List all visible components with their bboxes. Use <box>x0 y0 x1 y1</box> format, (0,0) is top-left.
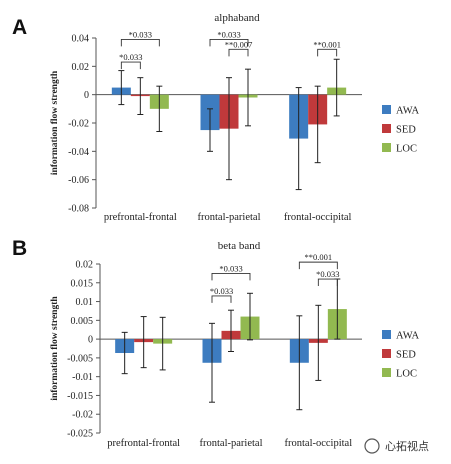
significance-label: *0.033 <box>316 269 339 279</box>
legend-swatch-sed <box>382 349 391 358</box>
significance-label: **0.007 <box>225 39 253 49</box>
y-axis-label: information flow strength <box>50 296 60 401</box>
y-tick-label: -0.015 <box>67 391 93 402</box>
significance-bracket <box>209 38 249 47</box>
legend-swatch-awa <box>382 330 391 339</box>
watermark-logo-icon <box>364 438 380 454</box>
significance-label: *0.033 <box>129 29 152 39</box>
significance-bracket <box>317 278 338 287</box>
y-tick-label: 0.01 <box>76 297 94 308</box>
legend-swatch-awa <box>382 105 391 114</box>
y-tick-label: -0.02 <box>72 410 93 421</box>
legend-label-sed: SED <box>396 125 416 136</box>
x-tick-label: prefrontal-frontal <box>104 212 177 223</box>
y-tick-label: 0.02 <box>76 260 94 271</box>
significance-label: *0.033 <box>210 286 233 296</box>
legend-swatch-sed <box>382 124 391 133</box>
y-tick-label: 0 <box>84 90 89 101</box>
significance-label: **0.001 <box>313 39 341 49</box>
legend-label-awa: AWA <box>396 331 419 342</box>
legend-label-awa: AWA <box>396 106 419 117</box>
x-tick-label: frontal-occipital <box>284 212 352 223</box>
panel-letter-b: B <box>12 237 27 260</box>
significance-label: *0.033 <box>219 263 242 273</box>
significance-bracket <box>120 38 160 47</box>
significance-label: *0.033 <box>119 52 142 62</box>
significance-bracket <box>317 48 338 57</box>
legend-swatch-loc <box>382 368 391 377</box>
y-tick-label: -0.06 <box>68 175 89 186</box>
y-tick-label: -0.08 <box>68 204 89 215</box>
significance-bracket <box>211 295 232 303</box>
significance-bracket <box>298 261 338 270</box>
x-tick-label: frontal-parietal <box>198 212 261 223</box>
panel-letter-a: A <box>12 16 27 39</box>
watermark-text: 心拓视点 <box>385 439 429 453</box>
legend-swatch-loc <box>382 143 391 152</box>
y-tick-label: -0.005 <box>67 353 93 364</box>
significance-label: *0.033 <box>217 29 240 39</box>
legend-label-sed: SED <box>396 350 416 361</box>
chart-title: beta band <box>218 240 261 252</box>
significance-bracket <box>120 61 141 70</box>
chart-panel-a: alphaband information flow strength 0.04 0.… <box>50 12 419 223</box>
significance-bracket <box>228 48 249 57</box>
chart-title: alphaband <box>214 12 260 24</box>
y-tick-label: -0.01 <box>72 372 93 383</box>
y-tick-label: 0.005 <box>71 316 94 327</box>
legend-label-loc: LOC <box>396 144 417 155</box>
y-tick-label: -0.025 <box>67 429 93 440</box>
x-tick-label: frontal-parietal <box>200 438 263 449</box>
y-tick-label: 0.02 <box>72 62 90 73</box>
y-tick-label: 0.04 <box>72 34 90 45</box>
y-tick-label: 0 <box>88 335 93 346</box>
y-tick-label: 0.015 <box>71 278 94 289</box>
watermark: 心拓视点 <box>364 438 429 454</box>
legend-label-loc: LOC <box>396 369 417 380</box>
y-tick-label: -0.04 <box>68 147 89 158</box>
y-tick-label: -0.02 <box>68 119 89 130</box>
x-tick-label: frontal-occipital <box>285 438 353 449</box>
chart-panel-b: beta band information flow strength 0.02 0.… <box>50 240 419 449</box>
significance-label: **0.001 <box>305 252 333 262</box>
y-axis-label: information flow strength <box>50 70 60 175</box>
x-tick-label: prefrontal-frontal <box>107 438 180 449</box>
significance-bracket <box>211 272 251 281</box>
